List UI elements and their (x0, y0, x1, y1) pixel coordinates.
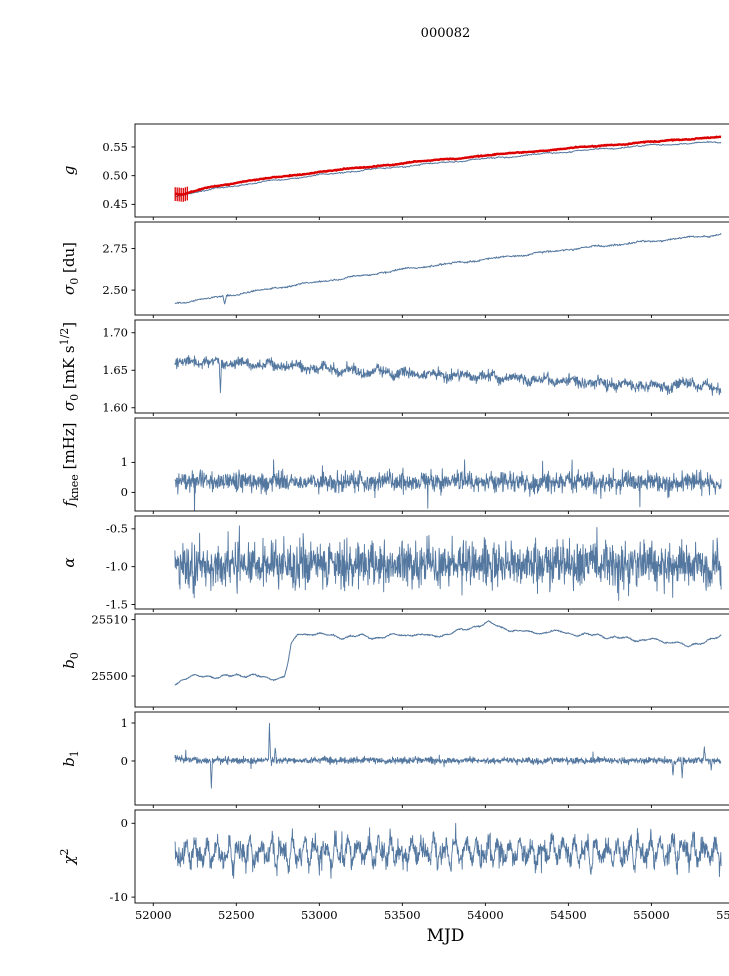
series-alpha (174, 525, 722, 601)
series-g-smoothed (174, 135, 722, 196)
panel-frame (134, 515, 729, 610)
series-b0 (174, 620, 722, 686)
panel-alpha (174, 525, 722, 601)
y-tick-label: 1 (121, 716, 128, 730)
y-tick-label: 0.45 (102, 197, 128, 211)
y-tick-label: 1.60 (102, 401, 128, 415)
x-tick-label: 53500 (384, 908, 421, 922)
y-axis-label-chi2: χ2 (58, 848, 78, 865)
y-axis-label-g: g (60, 166, 78, 176)
series-g-fit (174, 140, 722, 198)
y-tick-label: -0.5 (106, 522, 128, 536)
y-tick-label: -1.5 (106, 597, 128, 611)
y-tick-label: 0 (121, 485, 128, 499)
panel-sigma0-mK (174, 355, 722, 396)
chart-title: 000082 (420, 26, 471, 41)
y-axis-label-sigma0-du: σ0 [du] (60, 242, 81, 295)
panel-b1 (174, 722, 722, 789)
figure: 000082 0.45 0.50 0.55 g 2.50 2.75 σ0 [du] 1.60 1… (40, 16, 729, 960)
series-sigma0-du (174, 233, 722, 305)
y-tick-label: 0.50 (102, 168, 128, 182)
series-fknee (174, 459, 722, 511)
series-sigma0-mK (174, 355, 722, 396)
panel-b0 (174, 620, 722, 686)
panel-frame (134, 613, 729, 708)
y-tick-label: 1.65 (102, 363, 128, 377)
y-tick-label: 0 (121, 754, 128, 768)
x-axis-label: MJD (426, 926, 465, 946)
x-tick-label: 54500 (550, 908, 587, 922)
y-tick-label: 25500 (91, 669, 128, 683)
panel-sigma0-du (174, 233, 722, 305)
series-b1 (174, 722, 722, 789)
panel-frame (134, 123, 729, 218)
y-tick-label: 2.50 (102, 283, 128, 297)
y-axis-label-alpha: α (60, 557, 78, 567)
panel-g (174, 135, 722, 202)
panel-frame (134, 319, 729, 414)
x-tick-label: 55500 (716, 908, 729, 922)
y-tick-label: -1.0 (106, 559, 128, 573)
panel-chi2 (174, 822, 722, 879)
panel-fknee (174, 459, 722, 511)
x-tick-label: 54000 (467, 908, 504, 922)
x-tick-label: 52500 (218, 908, 255, 922)
y-axis-label-fknee: fknee [mHz] (60, 422, 81, 507)
panel-frame (134, 221, 729, 316)
y-tick-label: 1 (121, 455, 128, 469)
y-axis-label-b0: b0 (60, 652, 81, 669)
x-tick-label: 53000 (301, 908, 338, 922)
y-tick-label: 1.70 (102, 326, 128, 340)
x-tick-label: 52000 (135, 908, 172, 922)
y-axis-label-sigma0-mK: σ0 [mK s1/2] (58, 322, 81, 411)
x-tick-label: 55000 (633, 908, 670, 922)
panel-frame (134, 809, 729, 904)
panel-frame (134, 417, 729, 512)
y-tick-label: -10 (109, 890, 128, 904)
chart-area: 0.45 0.50 0.55 g 2.50 2.75 σ0 [du] 1.60 1.65 1.70… (58, 123, 729, 922)
y-tick-label: 0 (121, 816, 128, 830)
y-tick-label: 0.55 (102, 140, 128, 154)
series-chi2 (174, 822, 722, 879)
y-axis-label-b1: b1 (60, 750, 81, 767)
panel-frame (134, 711, 729, 806)
y-tick-label: 25510 (91, 612, 128, 626)
y-tick-label: 2.75 (102, 241, 128, 255)
